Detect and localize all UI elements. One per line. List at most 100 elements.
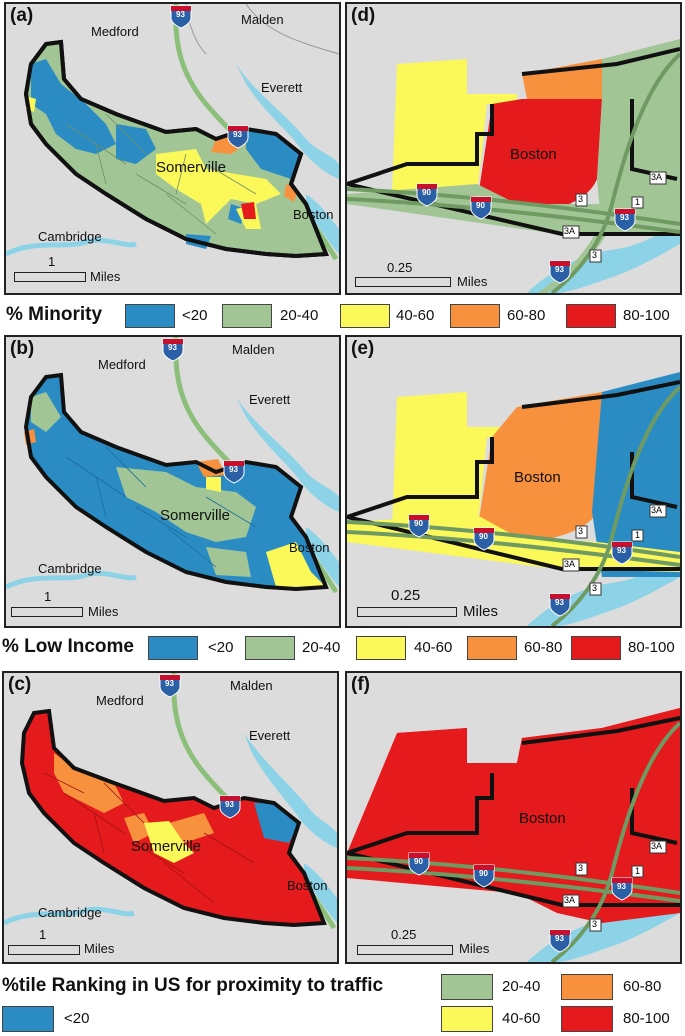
i93-shield-icon (611, 541, 633, 565)
legend-swatch-80-100 (571, 636, 621, 660)
legend-label: 80-100 (628, 639, 675, 656)
legend-label: 40-60 (414, 639, 453, 656)
place-somerville: Somerville (160, 507, 231, 524)
place-medford: Medford (91, 24, 139, 39)
map-c-svg (4, 673, 337, 930)
river (304, 863, 337, 923)
panel-label: (c) (8, 674, 32, 695)
scale-unit: Miles (459, 941, 490, 956)
tract-lt20 (31, 59, 116, 154)
route3-shield-icon (589, 249, 602, 263)
i93-shield-icon (159, 674, 181, 698)
scale-value: 1 (39, 927, 47, 942)
shield-number: 93 (225, 800, 234, 809)
tract-60-80 (169, 813, 214, 843)
route3-shield-icon (575, 193, 588, 207)
shield-number: 90 (414, 519, 423, 528)
legend-label: 20-40 (302, 639, 341, 656)
shield-number: 3 (592, 583, 598, 593)
shield-number: 3A (564, 226, 576, 236)
i90-shield-icon (416, 183, 438, 207)
shield-number: 1 (635, 530, 641, 540)
place-cambridge: Cambridge (38, 561, 102, 576)
river (244, 733, 337, 848)
scale-unit: Miles (90, 269, 121, 284)
legend-swatch-60-80 (467, 636, 517, 660)
i93-shield-icon (614, 208, 636, 232)
i90-shield-icon (470, 196, 492, 220)
route3a-shield-icon (562, 225, 580, 239)
route1-shield-icon (631, 865, 644, 878)
scale-bar (357, 945, 453, 955)
tract-80-100 (477, 99, 602, 214)
route3-shield-icon (575, 525, 588, 539)
place-medford: Medford (96, 693, 144, 708)
legend-minority: % Minority <20 20-40 40-60 60-80 80-100 (0, 302, 685, 330)
tract-40-60 (266, 542, 326, 587)
map-f-svg (347, 708, 680, 962)
route3-shield-icon (589, 918, 602, 932)
somerville-outline (19, 708, 327, 928)
legend-label: <20 (64, 1010, 90, 1027)
i93-shield-icon (227, 125, 249, 149)
i93-shield-icon (549, 593, 571, 617)
tract-lines (43, 772, 255, 904)
place-cambridge: Cambridge (38, 229, 102, 244)
i93-shield-icon (219, 795, 241, 819)
shield-number: 1 (635, 197, 641, 207)
tract-40-60 (206, 477, 221, 492)
scale-bar (11, 607, 83, 617)
shield-number: 3A (651, 172, 663, 182)
tract-40-60 (144, 821, 194, 863)
somerville-fill (22, 711, 324, 925)
scale-bar (357, 607, 457, 617)
scale-value: 0.25 (391, 587, 421, 604)
tract-60-80 (477, 392, 602, 542)
tract-20-40 (116, 467, 256, 542)
tract-80-100 (241, 202, 256, 219)
place-boston: Boston (519, 810, 566, 827)
panel-label: (b) (10, 338, 35, 359)
shield-number: 90 (479, 532, 488, 541)
place-malden: Malden (230, 678, 273, 693)
route1-shield-icon (631, 529, 644, 542)
legend-title: % Minority (6, 304, 103, 325)
legend-swatch-80-100 (561, 1006, 613, 1032)
i93-shield-icon (611, 877, 633, 901)
route3a-shield-icon (562, 894, 580, 908)
legend-label: 60-80 (524, 639, 563, 656)
route3-shield-icon (575, 862, 588, 876)
legend-swatch-40-60 (340, 304, 390, 328)
legend-swatch-lt20 (148, 636, 198, 660)
place-everett: Everett (249, 728, 291, 743)
shield-number: 93 (165, 679, 174, 688)
legend-swatch-20-40 (245, 636, 295, 660)
legend-swatch-80-100 (566, 304, 616, 328)
shield-number: 93 (555, 265, 564, 274)
highway-i93 (550, 721, 680, 962)
shield-number: 90 (479, 869, 488, 878)
route1-shield-icon (631, 196, 644, 209)
i90-shield-icon (408, 514, 430, 538)
shield-number: 90 (476, 201, 485, 210)
somerville-outline (23, 39, 329, 259)
route3a-shield-icon (649, 504, 667, 518)
map-panel-f: (f) Boston 90 90 93 93 3 3A 1 3A 3 0.25 … (345, 671, 682, 964)
map-panel-c: (c) Medford Malden Everett Somerville Ca… (2, 671, 339, 964)
shield-number: 93 (620, 213, 629, 222)
legend-label: 40-60 (396, 307, 435, 324)
map-panel-d: (d) Boston 90 90 93 93 3 3A 1 3A 3 0.25 … (345, 2, 682, 295)
shield-number: 3 (578, 863, 584, 873)
shield-number: 93 (555, 598, 564, 607)
river (6, 570, 137, 590)
shield-number: 3 (578, 194, 584, 204)
panel-label: (a) (10, 5, 34, 26)
tract-40-60 (156, 149, 281, 224)
place-boston: Boston (287, 878, 328, 893)
shield-number: 93 (555, 934, 564, 943)
scale-unit: Miles (84, 941, 115, 956)
route3a-shield-icon (649, 840, 667, 854)
i93-shield-icon (170, 5, 192, 29)
i93-shield-icon (549, 260, 571, 284)
shield-number: 3A (651, 505, 663, 515)
